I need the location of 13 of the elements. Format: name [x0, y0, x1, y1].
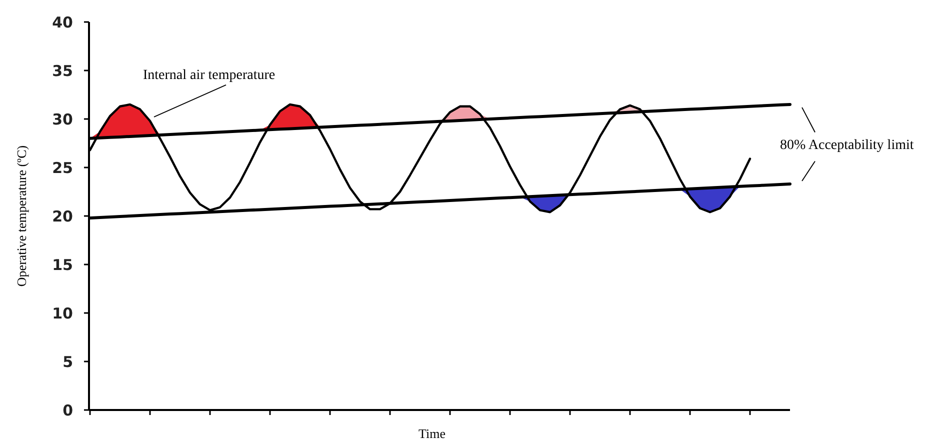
x-axis-title: Time	[418, 426, 446, 441]
y-axis-title: Operative temperature (ºC)	[14, 145, 29, 287]
y-tick-label: 25	[52, 158, 73, 177]
y-tick-label: 15	[52, 256, 73, 274]
annotation: 80% Acceptability limit	[780, 138, 914, 154]
y-tick-label: 30	[52, 110, 73, 128]
y-tick-label: 20	[52, 207, 73, 226]
y-tick-label: 5	[62, 352, 73, 371]
y-tick-label: 10	[52, 304, 73, 322]
y-tick-label: 40	[52, 13, 73, 32]
y-tick-label: 0	[62, 401, 73, 420]
y-tick-label: 35	[52, 62, 73, 80]
annotation: Internal air temperature	[143, 68, 276, 83]
